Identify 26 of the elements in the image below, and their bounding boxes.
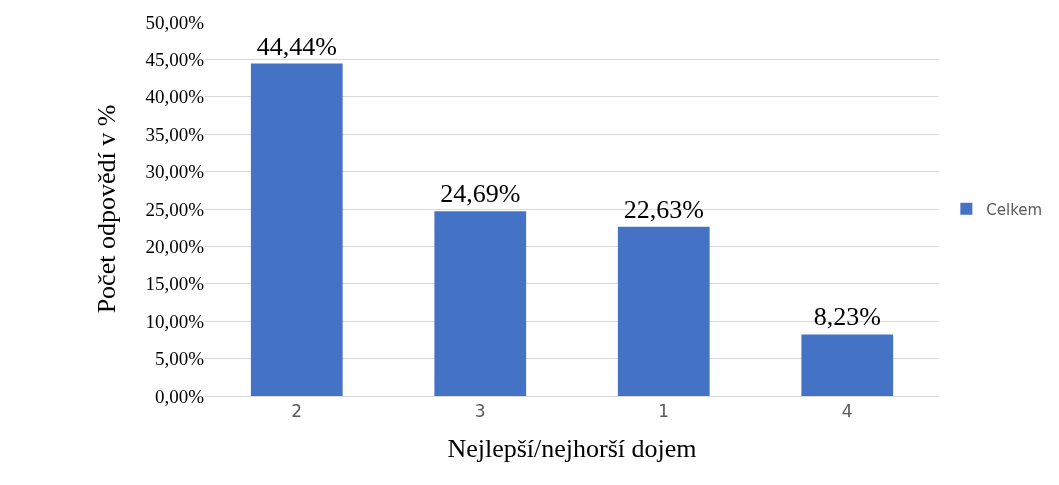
y-tick-label: 50,00% xyxy=(145,11,205,33)
y-tick-label: 5,00% xyxy=(154,348,205,370)
y-tick-label: 10,00% xyxy=(145,310,205,332)
data-label: 8,23% xyxy=(813,302,881,332)
bar xyxy=(617,226,710,396)
y-tick-label: 45,00% xyxy=(145,49,205,71)
y-tick-label: 20,00% xyxy=(145,236,205,258)
data-label: 24,69% xyxy=(440,179,521,209)
y-tick-label: 25,00% xyxy=(145,198,205,220)
x-tick-label: 2 xyxy=(291,401,303,422)
y-tick-label: 40,00% xyxy=(145,86,205,108)
data-label: 44,44% xyxy=(256,31,337,61)
bar xyxy=(801,334,894,396)
data-label: 22,63% xyxy=(623,194,704,224)
bar xyxy=(434,211,527,396)
x-tick-label: 3 xyxy=(474,401,486,422)
x-tick-label: 1 xyxy=(658,401,670,422)
legend-label: Celkem xyxy=(986,200,1043,219)
y-tick-label: 30,00% xyxy=(145,161,205,183)
x-tick-label: 4 xyxy=(841,401,853,422)
bar xyxy=(250,63,343,396)
y-axis-title: Počet odpovědí v % xyxy=(91,104,121,314)
y-tick-label: 35,00% xyxy=(145,123,205,145)
y-tick-label: 0,00% xyxy=(154,385,205,407)
x-axis-title: Nejlepší/nejhorší dojem xyxy=(447,434,697,464)
y-tick-label: 15,00% xyxy=(145,273,205,295)
